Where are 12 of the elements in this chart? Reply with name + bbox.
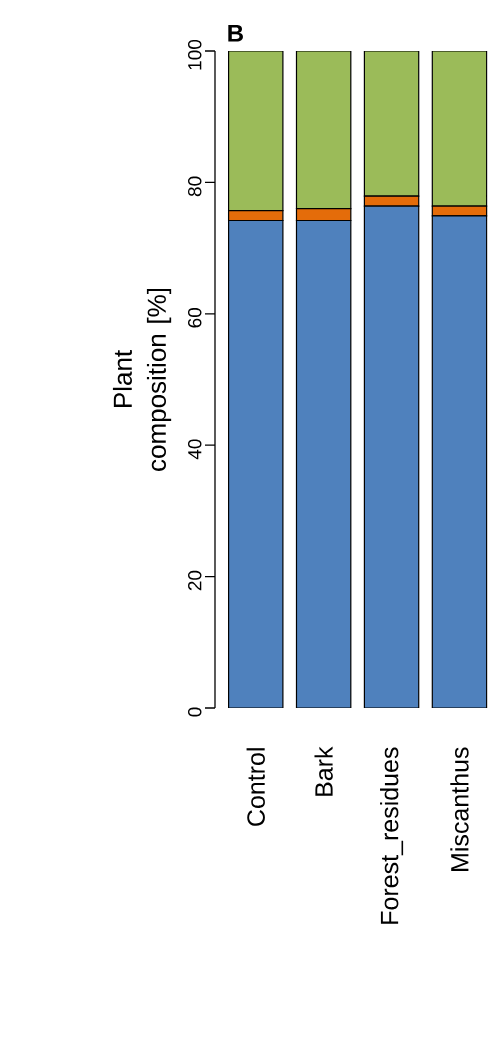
x-tick-label: Forest_residues bbox=[380, 747, 404, 924]
y-axis-title: Plant composition [%] bbox=[112, 288, 172, 471]
x-tick-label: Control bbox=[246, 748, 265, 826]
y-tick-label: 100 bbox=[188, 39, 202, 70]
y-tick-label: 40 bbox=[188, 439, 202, 460]
y-tick-label: 0 bbox=[188, 707, 202, 717]
chart-title: B bbox=[228, 24, 243, 42]
x-tick-label: Bark bbox=[314, 746, 333, 796]
x-tick-label: Miscanthus bbox=[450, 747, 469, 871]
y-tick-label: 60 bbox=[188, 307, 202, 328]
y-tick-label: 80 bbox=[188, 176, 202, 197]
y-tick-label: 20 bbox=[188, 570, 202, 591]
